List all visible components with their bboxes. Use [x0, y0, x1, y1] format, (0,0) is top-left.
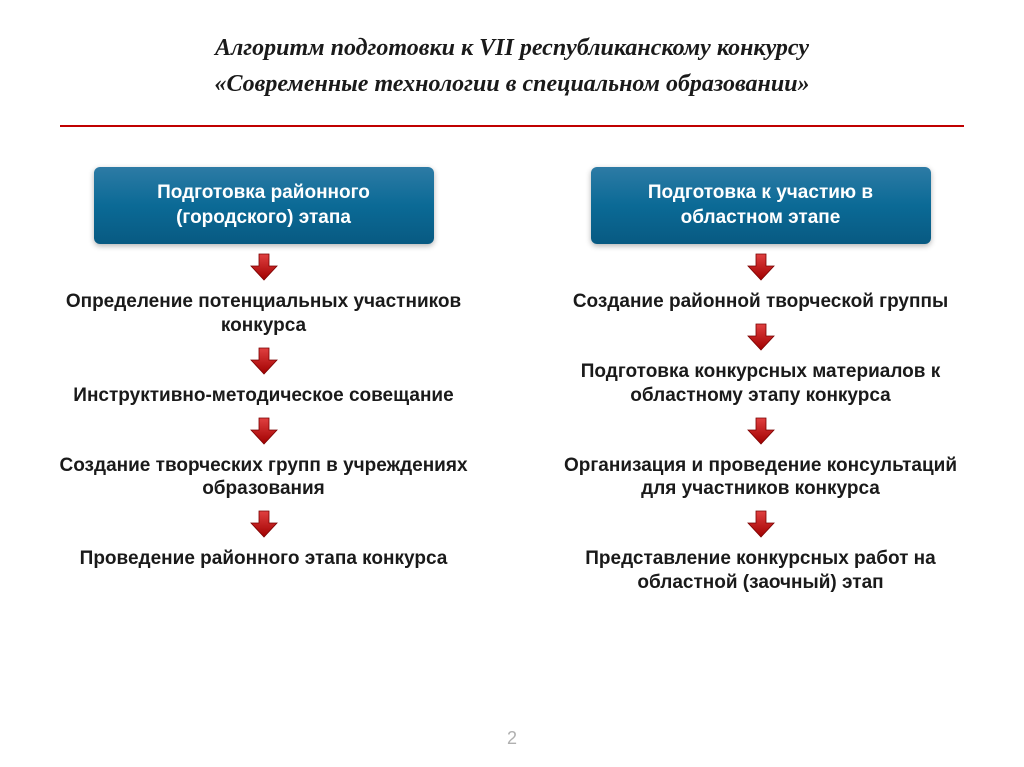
columns-container: Подготовка районного (городского) этапа … — [0, 127, 1024, 595]
arrow-down-icon — [249, 252, 279, 282]
left-step-1: Определение потенциальных участников кон… — [54, 290, 474, 338]
left-step-4: Проведение районного этапа конкурса — [80, 547, 448, 571]
arrow-down-icon — [746, 322, 776, 352]
arrow-down-icon — [249, 509, 279, 539]
right-header-box: Подготовка к участию в областном этапе — [591, 167, 931, 244]
arrow-down-icon — [746, 252, 776, 282]
left-step-2: Инструктивно-методическое совещание — [73, 384, 453, 408]
right-step-4: Представление конкурсных работ на област… — [551, 547, 971, 595]
left-header-box: Подготовка районного (городского) этапа — [94, 167, 434, 244]
arrow-down-icon — [746, 416, 776, 446]
right-column: Подготовка к участию в областном этапе С… — [541, 167, 981, 595]
title-line-1: Алгоритм подготовки к VII республиканско… — [60, 30, 964, 66]
right-step-1: Создание районной творческой группы — [573, 290, 948, 314]
arrow-down-icon — [746, 509, 776, 539]
arrow-down-icon — [249, 416, 279, 446]
left-step-3: Создание творческих групп в учреждениях … — [54, 454, 474, 502]
page-number: 2 — [507, 728, 517, 749]
arrow-down-icon — [249, 346, 279, 376]
right-step-3: Организация и проведение консультаций дл… — [551, 454, 971, 502]
right-step-2: Подготовка конкурсных материалов к облас… — [551, 360, 971, 408]
title-line-2: «Современные технологии в специальном об… — [60, 66, 964, 102]
title-block: Алгоритм подготовки к VII республиканско… — [0, 0, 1024, 117]
left-column: Подготовка районного (городского) этапа … — [44, 167, 484, 595]
